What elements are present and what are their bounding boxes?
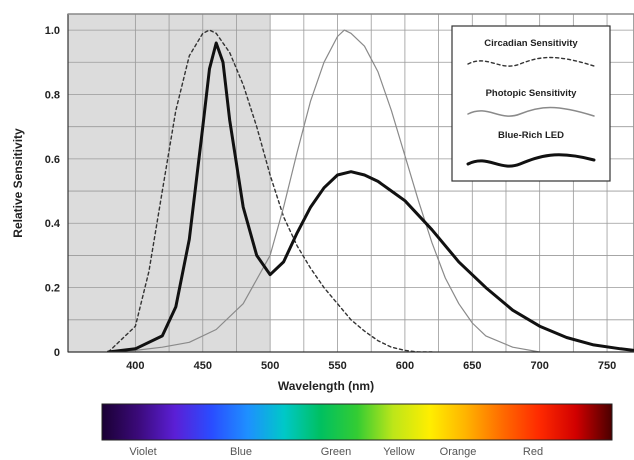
legend-label: Circadian Sensitivity — [484, 38, 578, 49]
series-line-1 — [107, 29, 541, 352]
x-tick-label: 650 — [463, 360, 481, 372]
x-tick-label: 500 — [261, 360, 279, 372]
y-tick-label: 1.0 — [45, 25, 60, 37]
spectrum-labels: Violet Blue Green Yellow Orange Red — [129, 446, 543, 458]
spectrum-label: Red — [523, 446, 543, 458]
spectrum-label: Orange — [440, 446, 477, 458]
color-spectrum-bar — [101, 403, 613, 441]
y-tick-label: 0.4 — [45, 218, 61, 230]
legend-box — [451, 25, 611, 182]
y-tick-label: 0 — [54, 347, 60, 359]
x-tick-labels: 400 450 500 550 600 650 700 750 — [126, 360, 616, 372]
spectrum-label: Violet — [129, 446, 156, 458]
x-tick-label: 700 — [530, 360, 548, 372]
x-tick-label: 600 — [396, 360, 414, 372]
x-axis-title: Wavelength (nm) — [278, 379, 374, 393]
legend-sample-1 — [467, 106, 595, 117]
series-line-2 — [106, 41, 634, 352]
legend: Circadian Sensitivity Photopic Sensitivit… — [451, 25, 611, 182]
legend-label: Blue-Rich LED — [498, 130, 564, 141]
y-tick-label: 0.2 — [45, 283, 60, 295]
series-group — [106, 29, 634, 352]
y-tick-label: 0.8 — [45, 89, 60, 101]
series-line-0 — [107, 29, 433, 352]
y-tick-labels: 0 0.2 0.4 0.6 0.8 1.0 — [45, 25, 61, 359]
x-tick-label: 550 — [328, 360, 346, 372]
y-tick-label: 0.6 — [45, 154, 60, 166]
legend-sample-2 — [466, 153, 596, 168]
axes — [67, 13, 634, 353]
x-tick-label: 400 — [126, 360, 144, 372]
x-tick-label: 750 — [598, 360, 616, 372]
x-tick-label: 450 — [194, 360, 212, 372]
spectrum-label: Green — [321, 446, 352, 458]
y-axis-title: Relative Sensitivity — [11, 128, 25, 238]
spectrum-gradient — [101, 403, 613, 441]
spectrum-label: Blue — [230, 446, 252, 458]
spectrum-label: Yellow — [383, 446, 414, 458]
legend-label: Photopic Sensitivity — [486, 88, 578, 99]
